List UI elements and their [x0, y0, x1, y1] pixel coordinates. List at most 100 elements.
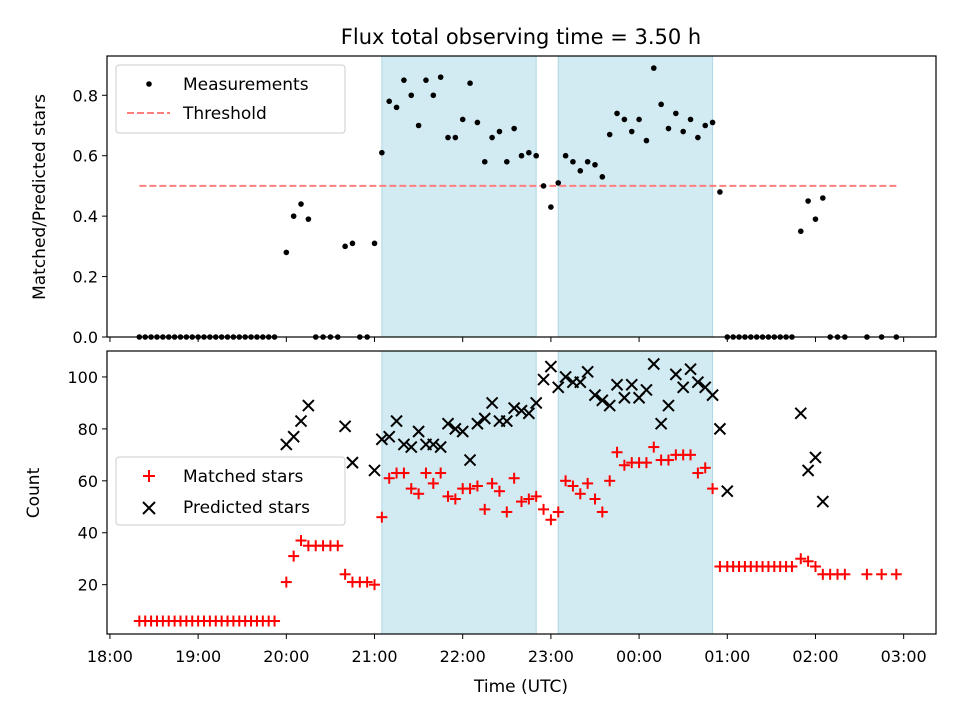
- matched-point: [493, 485, 505, 497]
- matched-point: [685, 449, 697, 461]
- matched-point: [839, 568, 851, 580]
- matched-point: [618, 459, 630, 471]
- matched-point: [427, 477, 439, 489]
- bottom-yticks: 20 40 60 80 100: [67, 368, 107, 595]
- predicted-point: [801, 464, 815, 477]
- measurement-point: [562, 152, 569, 159]
- predicted-point: [662, 399, 675, 412]
- y-tick-label: 20: [78, 576, 98, 595]
- predicted-point: [375, 433, 389, 446]
- measurement-point: [628, 128, 635, 135]
- measurement-point: [636, 116, 642, 123]
- x-tick-label: 22:00: [440, 647, 486, 666]
- matched-point: [648, 441, 660, 453]
- matched-point: [361, 576, 373, 588]
- bottom-axes-frame: [106, 350, 937, 635]
- top-bands: [381, 55, 714, 338]
- matched-point: [699, 462, 711, 474]
- legend-predicted-marker: [142, 501, 156, 515]
- legend-matched-marker: [143, 470, 155, 482]
- observing-band: [557, 55, 714, 338]
- measurement-point: [805, 198, 811, 204]
- predicted-point: [338, 420, 352, 433]
- top-yticks: 0.0 0.2 0.4 0.6 0.8: [73, 86, 107, 347]
- matched-point: [640, 457, 652, 469]
- measurement-point: [797, 228, 804, 235]
- observing-band: [381, 55, 537, 338]
- top-legend: Measurements Threshold: [115, 64, 346, 134]
- matched-point: [464, 483, 476, 495]
- measurement-point: [430, 92, 437, 99]
- measurement-point: [423, 77, 429, 83]
- predicted-point: [618, 391, 631, 404]
- predicted-point: [721, 484, 734, 498]
- x-tick-label: 23:00: [528, 647, 574, 666]
- matched-point: [383, 472, 395, 484]
- measurement-point: [298, 201, 304, 207]
- x-axis-label: Time (UTC): [473, 677, 568, 697]
- matched-point: [611, 446, 623, 458]
- x-tick-label: 03:00: [881, 647, 927, 666]
- x-tick-label: 20:00: [263, 647, 309, 666]
- predicted-point: [794, 407, 807, 420]
- matched-point: [802, 555, 814, 567]
- measurement-point: [526, 149, 532, 156]
- chart-title: Flux total observing time = 3.50 h: [341, 25, 701, 49]
- measurement-point: [599, 174, 606, 180]
- measurement-point: [650, 65, 657, 71]
- predicted-point: [412, 425, 425, 438]
- predicted-point: [397, 438, 411, 451]
- matched-point: [398, 467, 410, 479]
- measurement-point: [474, 119, 481, 126]
- predicted-point: [287, 430, 300, 443]
- measurement-point: [680, 128, 686, 135]
- x-tick-label: 00:00: [616, 647, 662, 666]
- predicted-point: [346, 456, 359, 469]
- matched-point: [560, 475, 572, 487]
- measurement-point: [570, 158, 576, 165]
- measurement-point: [415, 122, 422, 129]
- y-tick-label: 0.6: [73, 147, 98, 166]
- matched-point: [692, 467, 704, 479]
- x-tick-label: 19:00: [175, 647, 221, 666]
- measurement-point: [518, 152, 525, 159]
- predicted-point: [625, 378, 638, 391]
- measurement-point: [614, 110, 620, 117]
- matched-point: [707, 483, 719, 495]
- predicted-point: [588, 388, 602, 402]
- predicted-point: [529, 396, 543, 410]
- x-tick-label: 01:00: [704, 647, 750, 666]
- matched-point: [574, 488, 586, 500]
- predicted-point: [456, 425, 469, 438]
- matched-point: [369, 579, 381, 591]
- matched-point: [376, 511, 388, 523]
- predicted-point: [522, 407, 536, 420]
- y-tick-label: 0.4: [73, 207, 98, 226]
- predicted-point: [537, 373, 550, 386]
- top-axes-frame: [106, 55, 937, 338]
- measurement-point: [283, 249, 290, 256]
- y-tick-label: 60: [78, 472, 98, 491]
- predicted-point: [485, 396, 499, 410]
- predicted-point: [390, 414, 403, 428]
- matched-point: [486, 477, 498, 489]
- predicted-point: [427, 438, 440, 451]
- y-tick-label: 0.2: [73, 268, 98, 287]
- measurement-point: [467, 80, 473, 86]
- predicted-point: [809, 451, 822, 464]
- measurement-point: [496, 128, 503, 135]
- predicted-point: [640, 383, 653, 397]
- matched-point: [280, 576, 292, 588]
- measurement-point: [548, 204, 554, 210]
- matched-point: [596, 506, 608, 518]
- matched-point: [861, 568, 873, 580]
- predicted-point: [478, 412, 491, 425]
- predicted-point: [471, 417, 484, 430]
- measurement-point: [489, 134, 495, 141]
- predicted-point: [691, 375, 705, 389]
- legend-matched-label: Matched stars: [183, 467, 303, 487]
- measurement-point: [820, 195, 826, 201]
- legend-threshold-label: Threshold: [182, 104, 267, 124]
- measurement-point: [445, 134, 451, 141]
